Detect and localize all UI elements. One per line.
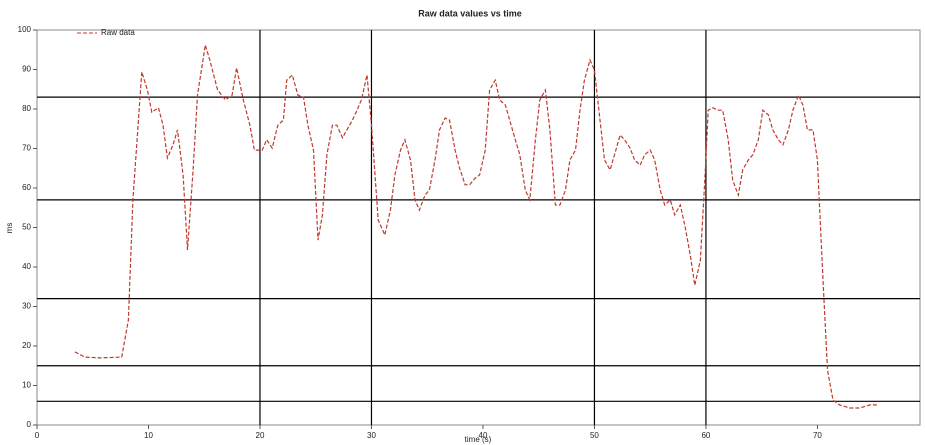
plot-area: [36, 29, 921, 426]
y-tick-label: 90: [22, 65, 31, 74]
x-tick-label: 0: [35, 431, 40, 440]
y-tick-label: 50: [22, 223, 31, 232]
x-tick-label: 30: [367, 431, 376, 440]
x-tick-label: 40: [479, 431, 488, 440]
y-tick-label: 60: [22, 183, 31, 192]
x-tick-label: 20: [256, 431, 265, 440]
y-tick-label: 20: [22, 341, 31, 350]
y-tick-label: 40: [22, 262, 31, 271]
y-tick-label: 10: [22, 381, 31, 390]
x-tick-label: 10: [144, 431, 153, 440]
chart-title: Raw data values vs time: [418, 8, 522, 18]
x-tick-label: 70: [813, 431, 822, 440]
legend-label: Raw data: [101, 28, 135, 37]
y-tick-label: 100: [18, 25, 32, 34]
x-tick-label: 50: [590, 431, 599, 440]
x-axis-label: time (s): [465, 435, 492, 444]
x-tick-label: 60: [701, 431, 710, 440]
data-line: [74, 44, 878, 409]
y-axis-label: ms: [5, 223, 14, 234]
y-tick-label: 80: [22, 104, 31, 113]
y-tick-label: 0: [27, 420, 32, 429]
y-tick-label: 30: [22, 302, 31, 311]
y-tick-label: 70: [22, 144, 31, 153]
